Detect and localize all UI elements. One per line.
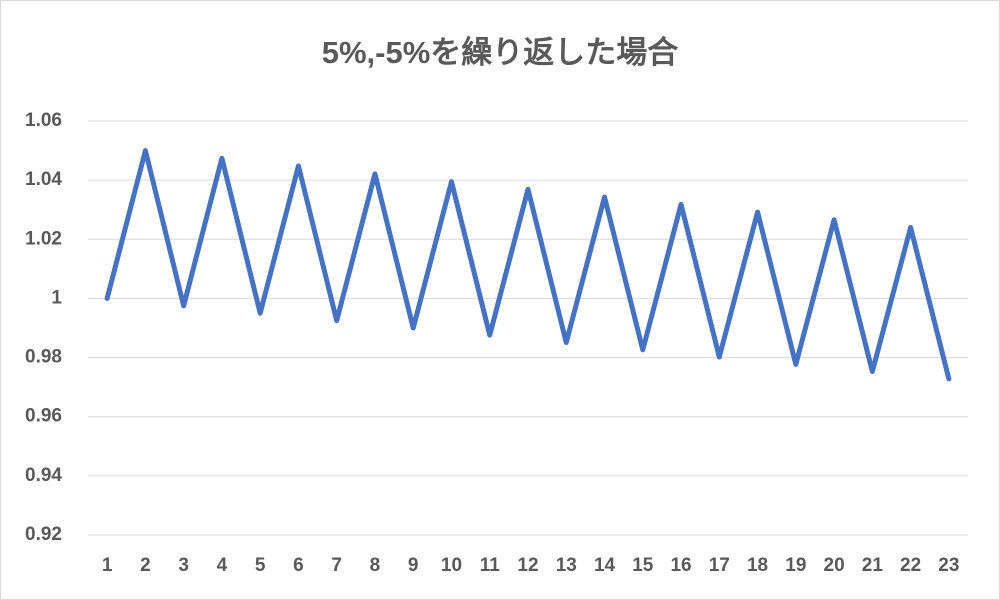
x-tick-label: 17 [709, 555, 730, 576]
y-tick-label: 0.98 [25, 347, 62, 368]
x-tick-label: 7 [331, 555, 342, 576]
x-tick-label: 6 [293, 555, 304, 576]
x-tick-label: 16 [670, 555, 691, 576]
y-tick-label: 0.94 [25, 465, 62, 486]
y-tick-label: 1.02 [25, 228, 62, 249]
data-line [104, 148, 952, 382]
y-tick-label: 1 [51, 287, 62, 308]
x-tick-label: 12 [517, 555, 538, 576]
x-tick-label: 1 [102, 555, 113, 576]
y-tick-label: 1.04 [25, 169, 62, 190]
x-tick-label: 21 [862, 555, 884, 576]
x-tick-label: 19 [785, 555, 806, 576]
x-tick-label: 5 [255, 555, 266, 576]
x-tick-label: 22 [900, 555, 921, 576]
x-tick-label: 11 [480, 555, 501, 576]
x-tick-label: 4 [217, 555, 228, 576]
x-tick-label: 2 [140, 555, 151, 576]
y-tick-label: 0.92 [25, 524, 62, 545]
x-tick-label: 15 [632, 555, 654, 576]
x-tick-label: 14 [594, 555, 616, 576]
x-tick-label: 10 [441, 555, 462, 576]
chart-title: 5%,-5%を繰り返した場合 [322, 35, 679, 70]
y-tick-label: 1.06 [25, 110, 62, 131]
x-tick-label: 3 [178, 555, 189, 576]
x-tick-label: 23 [938, 555, 959, 576]
y-tick-label: 0.96 [25, 406, 62, 427]
x-tick-label: 8 [370, 555, 381, 576]
x-tick-label: 20 [824, 555, 845, 576]
x-tick-label: 9 [408, 555, 419, 576]
x-tick-label: 13 [556, 555, 577, 576]
x-tick-label: 18 [747, 555, 768, 576]
